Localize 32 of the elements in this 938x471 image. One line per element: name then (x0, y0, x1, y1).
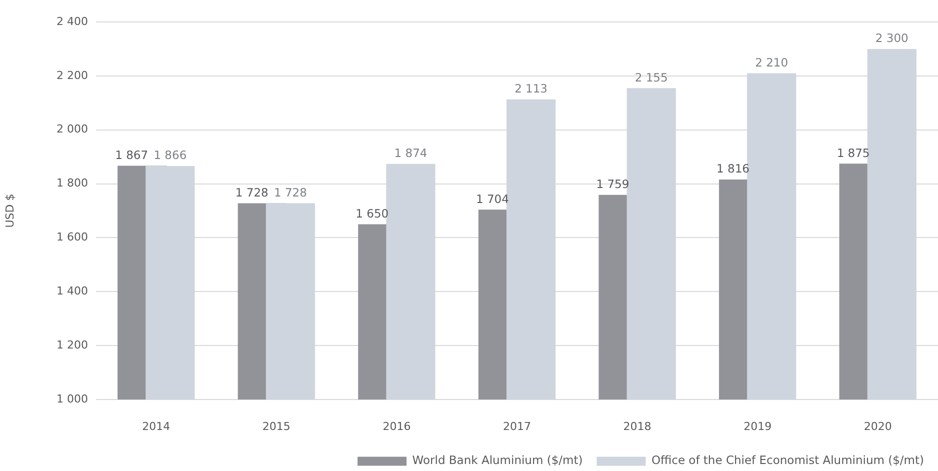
y-tick-label: 1 400 (56, 284, 88, 298)
data-label: 2 113 (514, 82, 548, 96)
data-label: 1 816 (716, 162, 750, 176)
data-label: 1 866 (154, 148, 187, 162)
y-tick-label: 1 000 (56, 392, 88, 406)
y-tick-label: 1 200 (56, 338, 88, 352)
data-label: 1 650 (356, 206, 389, 220)
y-tick-label: 2 200 (56, 68, 88, 82)
data-label: 1 728 (274, 185, 307, 200)
y-tick-label: 2 400 (56, 14, 88, 28)
data-label: 2 155 (634, 70, 668, 84)
x-tick-label: 2018 (623, 420, 652, 433)
x-tick-label: 2015 (262, 420, 290, 433)
y-axis-title: USD $ (3, 194, 16, 228)
y-tick-label: 1 800 (56, 176, 88, 190)
x-tick-label: 2020 (864, 420, 892, 433)
data-label: 1 728 (235, 185, 268, 200)
y-tick-label: 1 600 (56, 230, 88, 244)
data-label: 2 300 (875, 31, 908, 46)
x-tick-label: 2017 (503, 420, 531, 433)
data-label: 1 867 (115, 148, 148, 162)
data-label: 1 874 (394, 146, 428, 160)
y-tick-label: 2 000 (56, 122, 88, 136)
data-label: 2 210 (755, 55, 788, 70)
legend-label: World Bank Aluminium ($/mt) (412, 453, 583, 468)
data-label: 1 759 (596, 177, 630, 192)
data-label: 1 875 (836, 146, 870, 160)
x-tick-label: 2014 (142, 420, 170, 433)
legend-label: Office of the Chief Economist Aluminium ($/mt) (651, 453, 924, 468)
x-tick-label: 2016 (382, 420, 411, 433)
data-label: 1 704 (476, 192, 509, 206)
x-tick-label: 2019 (744, 420, 772, 433)
